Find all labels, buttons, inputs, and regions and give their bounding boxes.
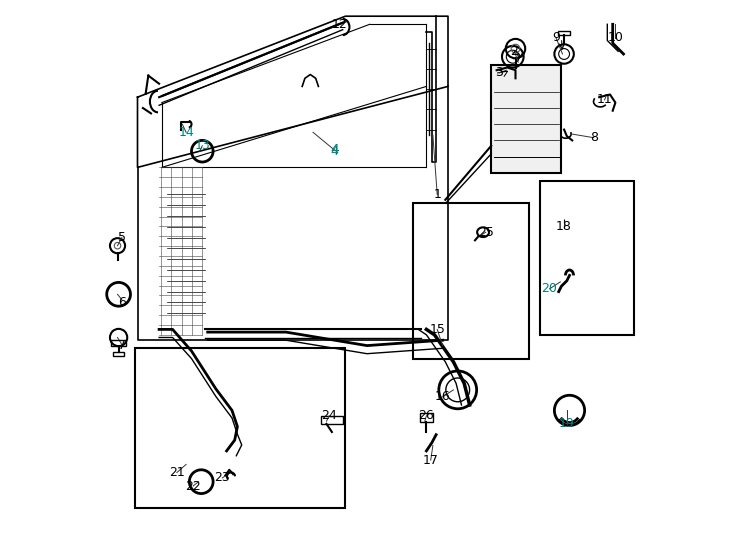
Text: 24: 24	[321, 409, 337, 422]
Text: 20: 20	[542, 282, 557, 295]
Bar	[135, 348, 346, 508]
Bar	[111, 340, 126, 346]
Text: 11: 11	[597, 93, 612, 106]
Text: 10: 10	[608, 31, 623, 44]
Bar	[420, 413, 433, 422]
Text: 14: 14	[178, 126, 194, 139]
Text: 7: 7	[118, 339, 126, 352]
Text: 1: 1	[433, 188, 441, 201]
Bar	[113, 352, 124, 356]
Text: 4: 4	[330, 143, 339, 157]
Text: 17: 17	[423, 454, 439, 467]
Text: 6: 6	[118, 296, 126, 309]
Text: 16: 16	[435, 390, 451, 403]
Bar	[321, 416, 343, 424]
Bar	[558, 31, 570, 35]
Text: 21: 21	[169, 466, 185, 479]
Text: 23: 23	[214, 471, 230, 484]
Bar	[539, 181, 634, 335]
Text: 3: 3	[495, 66, 504, 79]
Text: 5: 5	[118, 231, 126, 244]
Text: 9: 9	[552, 31, 560, 44]
Text: 18: 18	[556, 220, 572, 233]
Text: 15: 15	[429, 323, 445, 336]
Text: 22: 22	[185, 480, 201, 492]
Text: 4: 4	[330, 145, 338, 158]
Text: 25: 25	[478, 226, 494, 239]
Text: 8: 8	[590, 131, 597, 144]
Text: 19: 19	[559, 417, 575, 430]
Text: 12: 12	[332, 18, 348, 31]
Bar	[413, 202, 529, 359]
Bar	[491, 65, 562, 173]
Text: 13: 13	[195, 139, 210, 152]
Text: 26: 26	[418, 409, 435, 422]
Text: 2: 2	[510, 45, 518, 58]
